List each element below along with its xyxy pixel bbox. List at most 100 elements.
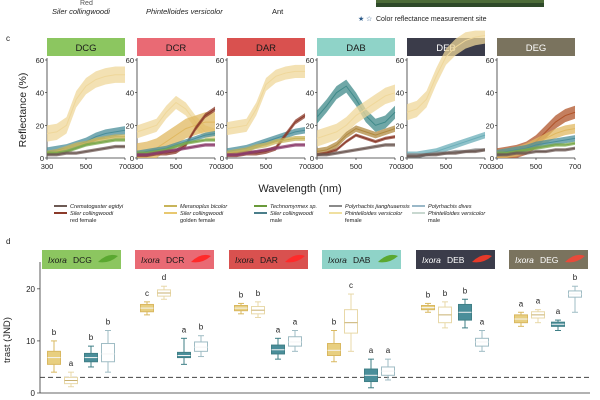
legend-name: Siler collingwoodi bbox=[180, 211, 224, 217]
y-tick-label: 0 bbox=[40, 154, 44, 163]
d-header-leaf-icon bbox=[565, 254, 585, 263]
d-header-ixora: Ixora bbox=[328, 255, 347, 265]
d-header-leaf-icon bbox=[191, 254, 211, 263]
significance-letter: c bbox=[349, 281, 353, 290]
y-tick-label: 20 bbox=[36, 121, 44, 130]
significance-letter: c bbox=[145, 289, 149, 298]
box bbox=[194, 341, 208, 352]
header-dcg bbox=[47, 38, 125, 56]
spectra-panel-dab: DAB 0 20 40 60 300 500 700 bbox=[306, 38, 401, 171]
spectra-panel-dcr: DCR 0 20 40 60 300 500 700 bbox=[126, 38, 221, 171]
y-tick-label: 40 bbox=[36, 89, 44, 98]
spectra-panel-deb: DEB 0 20 40 60 300 500 700 bbox=[396, 30, 491, 171]
d-header-dab bbox=[322, 250, 401, 269]
site-note: Color reflectance measurement site bbox=[376, 16, 487, 23]
legend-name: Siler collingwoodi bbox=[70, 211, 114, 217]
significance-letter: a bbox=[276, 325, 281, 334]
x-tick-label: 500 bbox=[170, 162, 183, 171]
x-tick-label: 500 bbox=[260, 162, 273, 171]
significance-letter: b bbox=[463, 286, 468, 295]
box-plot: a bbox=[531, 297, 545, 324]
series-line bbox=[317, 144, 395, 156]
x-tick-label: 500 bbox=[80, 162, 93, 171]
series-band bbox=[317, 133, 395, 157]
box-group-dcr: Ixora DCR c d a b bbox=[135, 250, 214, 365]
leaf-photo-highlight bbox=[376, 0, 544, 3]
box-plot: c bbox=[344, 281, 358, 352]
y-tick-label: 20 bbox=[486, 121, 494, 130]
header-label: DEB bbox=[436, 43, 456, 54]
box-plot: a bbox=[381, 346, 395, 381]
y-tick-label: 20 bbox=[306, 121, 314, 130]
y-tick-label: 60 bbox=[486, 56, 494, 65]
box-plot: a bbox=[177, 325, 191, 365]
y-tick-label: 60 bbox=[216, 56, 224, 65]
legend-name: Phintelloides versicolor bbox=[345, 211, 403, 217]
y-tick-label: 0 bbox=[400, 154, 404, 163]
legend-item: Crematogaster egidyi bbox=[54, 204, 124, 210]
x-tick-label: 700 bbox=[299, 162, 312, 171]
panel-c-ylabel: Reflectance (%) bbox=[17, 73, 29, 148]
box-group-dcg: Ixora DCG b a b b bbox=[42, 250, 121, 388]
spectra-panel-dcg: DCG 0 20 40 60 300 500 700 bbox=[36, 38, 132, 171]
significance-letter: a bbox=[293, 318, 298, 327]
panel-d-contrast: 0 10 20 Ixora DCG b a b b Ixora DCR c d a b Ixora DAR b b a… bbox=[26, 250, 590, 398]
y-tick-label: 60 bbox=[36, 56, 44, 65]
d-header-label: DCR bbox=[166, 255, 184, 265]
legend-name: Meranoplus bicolor bbox=[180, 204, 228, 210]
series-line bbox=[497, 147, 576, 156]
legend-sub: female bbox=[345, 218, 362, 224]
panel-c-letter: c bbox=[6, 34, 10, 43]
legend-name: Polyrhachis dives bbox=[428, 204, 472, 210]
y-tick-label: 60 bbox=[126, 56, 134, 65]
red-morph-label: Red bbox=[80, 0, 93, 7]
series-line bbox=[406, 35, 486, 113]
x-tick-label: 300 bbox=[221, 162, 234, 171]
series-line bbox=[496, 137, 576, 154]
series-line bbox=[316, 92, 396, 139]
header-label: DAB bbox=[346, 43, 366, 54]
x-tick-label: 300 bbox=[491, 162, 504, 171]
series-line bbox=[47, 146, 125, 156]
significance-letter: b bbox=[332, 318, 337, 327]
header-dar bbox=[227, 38, 305, 56]
header-label: DCR bbox=[166, 43, 187, 54]
x-tick-label: 700 bbox=[119, 162, 132, 171]
legend-name: Technomyrmex sp. bbox=[270, 204, 317, 210]
y-tick-label: 0 bbox=[220, 154, 224, 163]
legend-sub: golden female bbox=[180, 218, 215, 224]
box-plot: a bbox=[475, 318, 489, 352]
box-group-dab: Ixora DAB b c a a bbox=[322, 250, 401, 389]
box-plot: a bbox=[364, 346, 378, 389]
legend-item: Polyrhachis jianghuaensis bbox=[329, 204, 410, 210]
header-label: DEG bbox=[526, 43, 547, 54]
series-band bbox=[407, 131, 485, 158]
y-tick-label: 40 bbox=[216, 89, 224, 98]
significance-letter: a bbox=[182, 325, 187, 334]
series-band bbox=[47, 138, 125, 155]
series-line bbox=[316, 128, 396, 152]
y-tick-label: 0 bbox=[490, 154, 494, 163]
box-plot: a bbox=[64, 359, 78, 388]
x-tick-label: 500 bbox=[440, 162, 453, 171]
legend-item: Technomyrmex sp. bbox=[254, 204, 317, 210]
d-header-deb bbox=[416, 250, 495, 269]
box-plot: b bbox=[194, 323, 208, 358]
box-plot: c bbox=[140, 289, 154, 316]
series-band bbox=[137, 95, 215, 142]
series-band bbox=[317, 79, 395, 132]
d-header-dar bbox=[229, 250, 308, 269]
spectra-panel-deg: DEG 0 20 40 60 300 500 700 bbox=[486, 38, 581, 171]
legend-item: Meranoplus bicolor bbox=[164, 204, 228, 210]
legend-sub: male bbox=[428, 218, 440, 224]
star-icon: ★ bbox=[358, 15, 364, 23]
series-line bbox=[226, 70, 305, 130]
box-plot: b bbox=[327, 318, 341, 363]
significance-letter: a bbox=[386, 346, 391, 355]
d-y-tick-label: 10 bbox=[26, 337, 35, 346]
box-plot: b bbox=[234, 290, 248, 315]
series-line bbox=[226, 137, 305, 154]
panel-d-ylabel: trast (JND) bbox=[2, 317, 13, 363]
